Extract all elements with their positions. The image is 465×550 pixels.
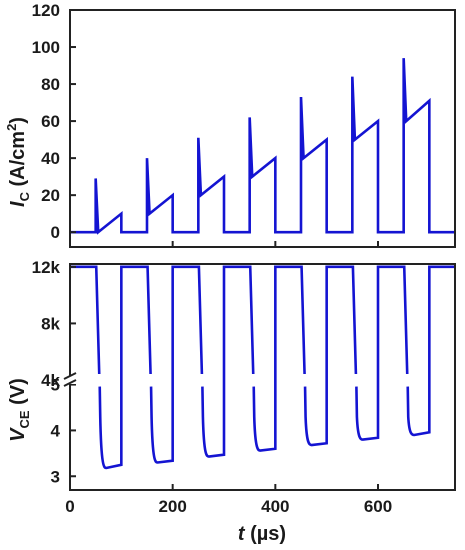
vce-y-tick-label: 12k [32,258,61,277]
vce-y-axis-label: VCE (V) [7,378,32,442]
ic-y-tick-label: 80 [41,75,60,94]
ic-y-tick-label: 40 [41,149,60,168]
vce-line [70,265,455,470]
ic-y-tick-label: 20 [41,186,60,205]
ic-y-ticks: 0 20 40 60 80 100 120 [32,1,76,242]
ic-y-axis-label: IC (A/cm2) [4,117,32,207]
axis-break-slash [63,379,77,387]
vce-y-ticks: 4k 8k 12k 3 4 5 [32,258,76,486]
axis-break-slash [63,372,77,380]
vce-y-tick-label: 8k [41,314,60,333]
ic-y-tick-label: 0 [51,223,60,242]
ic-plot-frame [69,9,456,248]
vce-x-tick-label: 200 [158,497,186,516]
ic-panel: 0 20 40 60 80 100 120 IC (A/cm2) [4,1,456,248]
vce-y-tick-label: 4 [51,421,61,440]
ic-y-tick-label: 60 [41,112,60,131]
axis-break-gap [64,376,76,384]
vce-x-tick-label: 600 [364,497,392,516]
vce-y-tick-label: 3 [51,467,60,486]
x-axis-label: t (µs) [238,523,286,545]
vce-panel: 4k 8k 12k 3 4 5 0 200 400 600 VCE (V) t (µs) [7,258,456,545]
ic-y-tick-label: 100 [32,38,60,57]
vce-y-tick-label: 5 [51,376,60,395]
vce-plot-frame [69,263,456,491]
axis-break-mark [63,372,77,387]
vce-x-tick-label: 0 [65,497,74,516]
vce-series [70,265,455,470]
ic-series [70,58,455,235]
vce-y-tick-label: 4k [41,371,60,390]
vce-x-tick-label: 400 [261,497,289,516]
ic-y-tick-label: 120 [32,1,60,20]
ic-line [70,58,455,235]
vce-x-ticks: 0 200 400 600 [65,484,392,516]
